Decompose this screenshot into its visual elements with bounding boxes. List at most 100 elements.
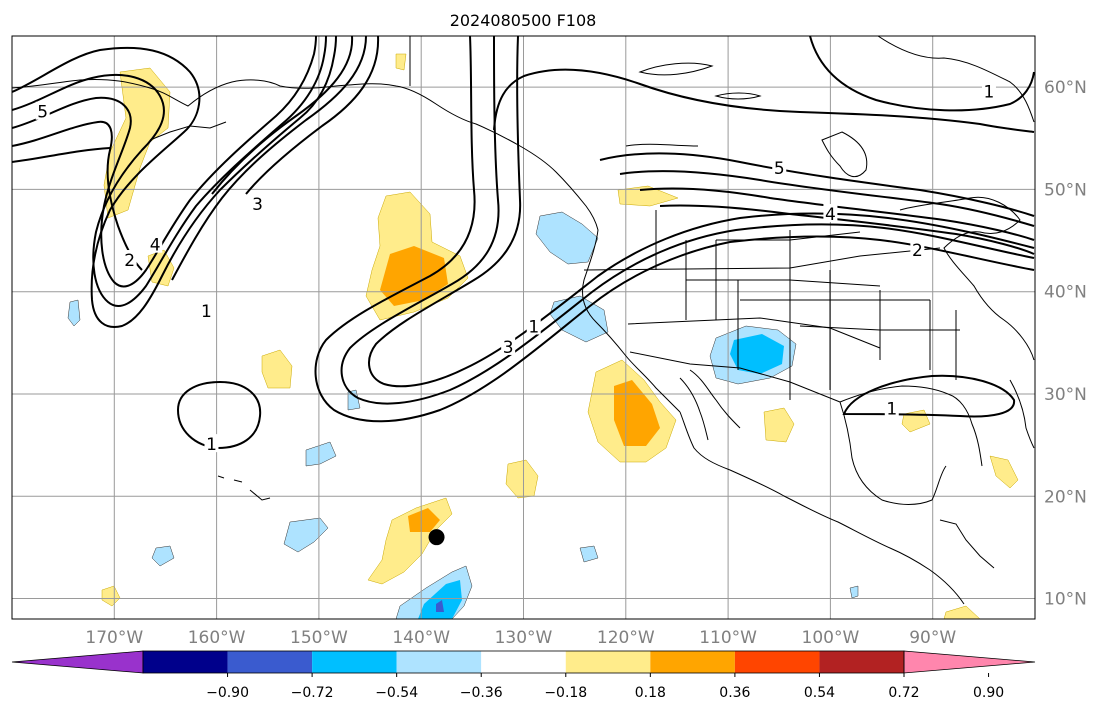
contour-label: 1 [206,435,217,455]
colorbar-extend-min [11,650,144,674]
lat-tick-label: 40°N [1044,283,1087,303]
lat-tick-label: 10°N [1044,590,1087,610]
location-marker [428,529,445,546]
contour-label-bg [823,203,838,222]
colorbar: −0.90 −0.72 −0.54 −0.36 −0.18 0.18 0.36 0.54 0.7… [11,650,1036,701]
longitude-axis-labels: 170°W 160°W 150°W 140°W 130°W 120°W 110°W 100°W… [85,628,956,648]
colorbar-tick-label: 0.54 [804,685,835,701]
contour-label-bg [204,434,219,453]
coastline-gulf-mexico [839,385,983,467]
colorbar-tick-label: 0.36 [719,685,750,701]
anomaly-yellow [989,455,1019,489]
colorbar-tick-label: −0.18 [544,685,587,701]
shaded-anomalies [67,53,1019,619]
colorbar-swatch [227,651,313,673]
contour-label-bg [884,398,899,417]
map-frame [11,35,1036,620]
contour-1 [314,36,1035,423]
contour-label: 2 [912,241,923,261]
border-state-lines [686,231,960,331]
lon-tick-label: 100°W [802,628,860,648]
anomaly-lightblue [579,545,599,563]
contour-label: 5 [37,103,48,123]
colorbar-swatch [143,651,228,673]
colorbar-tick-label: −0.72 [291,685,334,701]
anomaly-lightblue [305,441,337,467]
coastline-greenland-labrador [877,36,1035,123]
coastline-arctic [625,143,699,147]
coastlines-and-borders [12,36,1035,605]
coastline-hudson-bay [821,131,868,178]
contour-label: 5 [774,159,785,179]
anomaly-yellow [763,407,795,443]
contour-1 [809,36,1035,112]
contour-label: 4 [825,205,836,225]
colorbar-swatch [481,651,566,673]
coastline-arctic-island [638,62,714,76]
border-us-canada [583,247,941,271]
anomaly-orange [380,246,448,306]
coastline-mexico-pacific [679,411,965,605]
anomaly-lightblue [849,585,859,599]
contour-5 [12,147,111,163]
colorbar-swatch [650,651,735,673]
contour-label-bg [501,336,516,355]
contour-label: 3 [503,338,514,358]
coastline-baja [679,377,709,441]
contour-label-bg [526,316,541,335]
coastline-alaska [12,79,599,231]
colorbar-tick-label: −0.36 [460,685,503,701]
contour-3 [340,36,1035,405]
border-central-america [939,519,995,569]
lat-tick-label: 60°N [1044,78,1087,98]
colorbar-frame [142,650,905,674]
coastline-mexico-gulf [839,401,947,505]
contour-3 [245,36,380,195]
border-us-mexico [629,351,841,403]
colorbar-tick-label: 0.72 [888,685,919,701]
contour-label: 1 [984,82,995,102]
anomaly-darkblue [436,600,444,612]
anomaly-orange [408,508,440,532]
anomaly-lightblue [283,517,329,553]
anomaly-blue [418,580,462,619]
contour-label: 4 [150,236,161,256]
lat-tick-label: 30°N [1044,385,1087,405]
contour-label: 3 [252,195,263,215]
colorbar-swatch [396,651,482,673]
lon-tick-label: 170°W [85,628,143,648]
coastline-gulf-california [689,369,741,429]
contour-1-closed [842,374,1016,418]
contour-label-bg [199,301,214,320]
lon-tick-label: 120°W [597,628,655,648]
coastline-florida [1009,379,1035,449]
colorbar-swatch [734,651,820,673]
colorbar-swatch [819,651,904,673]
graticule [12,36,1035,619]
contour-label: 1 [886,399,897,419]
contour-label: 1 [528,318,539,338]
anomaly-yellow [617,185,679,207]
map-panel: 1 1 1 1 1 2 2 3 3 4 4 5 5 [11,35,1036,620]
contour-label-bg [910,239,925,258]
lat-tick-label: 50°N [1044,180,1087,200]
coastline-west-us [582,229,681,413]
contour-1 [493,68,1035,133]
lon-tick-label: 140°W [392,628,450,648]
lat-tick-label: 20°N [1044,487,1087,507]
anomaly-lightblue [347,389,361,411]
anomaly-lightblue [151,545,175,567]
contour-3 [12,36,317,288]
colorbar-extend-max [903,650,1036,674]
anomaly-yellow [395,53,407,71]
anomaly-yellow [261,349,293,389]
contour-labels: 1 1 1 1 1 2 2 3 3 4 4 5 5 [35,81,996,455]
contour-label-bg [250,193,265,212]
contour-5 [619,170,1035,227]
colorbar-swatch [565,651,651,673]
colorbar-tick-label: −0.54 [375,685,418,701]
contour-label-bg [148,234,163,253]
lon-tick-label: 90°W [909,628,956,648]
anomaly-blue [730,334,784,374]
